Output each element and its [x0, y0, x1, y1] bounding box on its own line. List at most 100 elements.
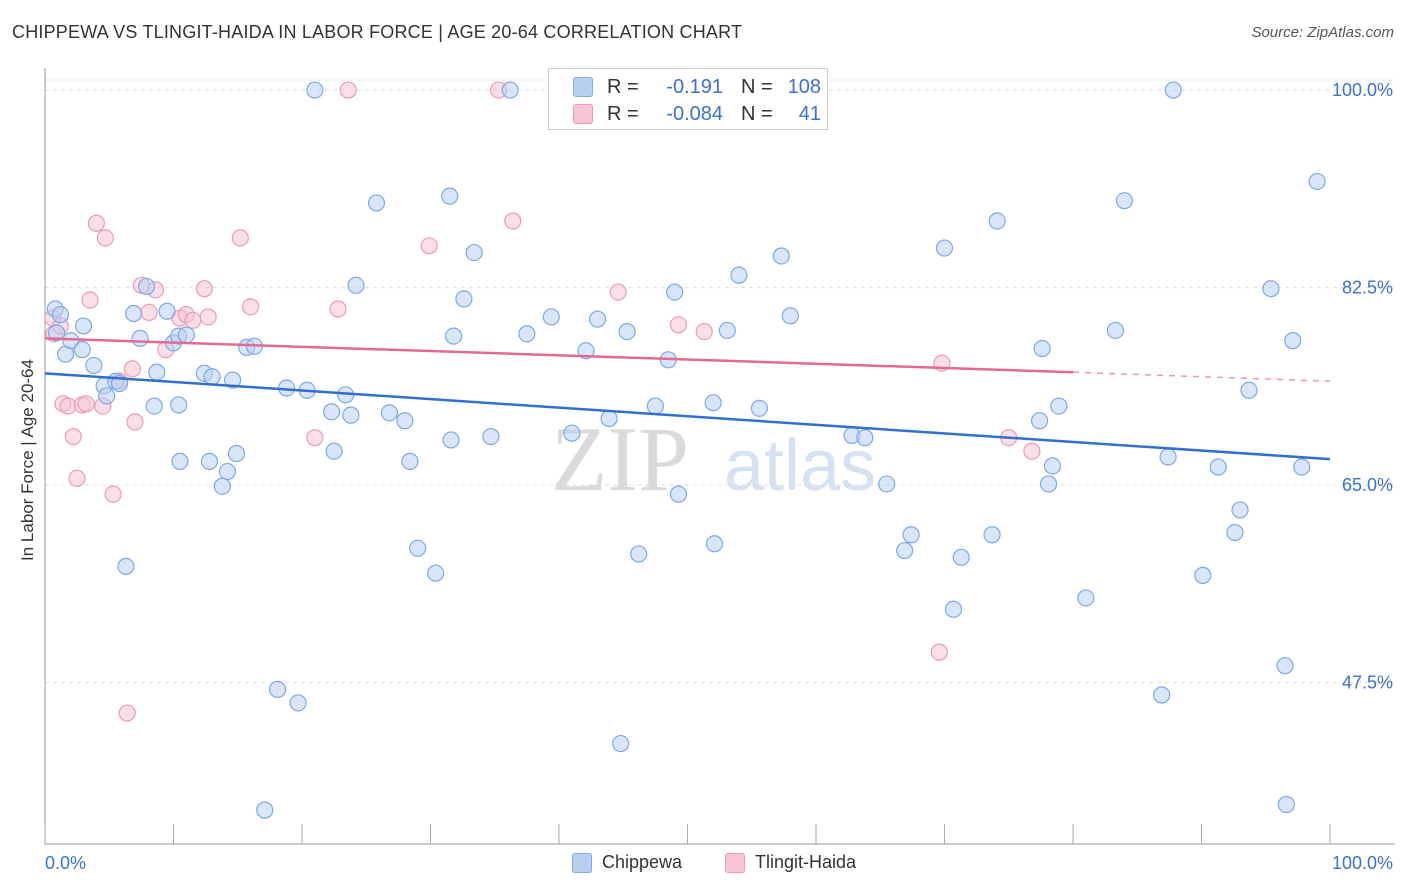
tlingit-haida-point	[329, 300, 347, 318]
chippewa-point	[74, 317, 93, 335]
chippewa-point	[200, 452, 219, 470]
chippewa-point	[952, 548, 970, 566]
chippewa-point	[878, 475, 896, 493]
chippewa-point	[47, 324, 66, 342]
tlingit-haida-legend-swatch	[725, 852, 745, 873]
chippewa-point	[85, 356, 103, 375]
stats-legend: R = -0.191 N = 108 R = -0.084 N = 41	[548, 68, 828, 130]
chippewa-point	[612, 734, 630, 753]
chippewa-point	[618, 322, 636, 341]
chippewa-point	[441, 187, 459, 205]
chippewa-point	[1153, 686, 1171, 704]
bottom-legend: Chippewa Tlingit-Haida	[0, 852, 1406, 878]
chippewa-point	[131, 329, 149, 347]
chippewa-point	[704, 394, 722, 412]
chippewa-point	[158, 302, 176, 320]
chippewa-point	[117, 557, 135, 575]
r-value: -0.191	[666, 75, 723, 98]
tlingit-haida-points	[44, 81, 1041, 722]
y-tick-label: 47.5%	[1342, 673, 1393, 693]
chart-title: CHIPPEWA VS TLINGIT-HAIDA IN LABOR FORCE…	[12, 22, 743, 42]
axes	[44, 68, 1395, 845]
chippewa-point	[1043, 457, 1062, 475]
chippewa-point	[856, 429, 874, 447]
chippewa-point	[1159, 448, 1177, 466]
chippewa-point	[935, 239, 954, 257]
chippewa-point	[256, 801, 274, 819]
tlingit-haida-point	[68, 469, 86, 487]
tlingit-haida-trend-extension	[1072, 371, 1331, 383]
chippewa-point	[401, 452, 419, 470]
chippewa-point	[1115, 192, 1134, 210]
tlingit-haida-point	[184, 311, 202, 329]
chippewa-point	[772, 247, 790, 265]
chippewa-point	[1033, 339, 1051, 358]
chippewa-point	[1039, 475, 1058, 493]
chippewa-point	[218, 462, 237, 481]
tlingit-haida-point	[195, 280, 213, 298]
chippewa-point	[380, 404, 398, 422]
tlingit-haida-point	[126, 413, 144, 431]
tlingit-haida-point	[77, 395, 95, 413]
tlingit-haida-point	[306, 429, 324, 447]
chippewa-point	[600, 409, 618, 428]
chippewa-point	[51, 306, 70, 324]
tlingit-haida-swatch	[573, 104, 593, 124]
chippewa-point	[1240, 381, 1258, 399]
chippewa-point	[306, 81, 324, 99]
chippewa-point	[289, 694, 307, 712]
chippewa-point	[325, 442, 343, 460]
chippewa-point	[213, 477, 231, 495]
chippewa-point	[1050, 397, 1068, 415]
chippewa-point	[98, 387, 116, 405]
chippewa-point	[666, 283, 684, 301]
chippewa-point	[322, 403, 341, 421]
chippewa-point	[1194, 566, 1212, 584]
chippewa-point	[125, 304, 143, 323]
chippewa-legend-swatch	[572, 852, 592, 873]
chippewa-point	[730, 266, 748, 284]
chippewa-point	[442, 431, 460, 449]
legend-row-chippewa: R = -0.191 N = 108	[573, 74, 821, 100]
chippewa-point	[455, 290, 473, 308]
chippewa-point	[781, 307, 799, 325]
y-tick-label: 65.0%	[1342, 475, 1393, 495]
tlingit-haida-point	[104, 485, 122, 503]
legend-label-tlingit-haida: Tlingit-Haida	[755, 852, 857, 872]
chippewa-point	[1164, 81, 1182, 99]
tlingit-haida-point	[96, 229, 114, 247]
tlingit-haida-point	[339, 81, 357, 99]
chippewa-trend-line	[44, 372, 1331, 461]
x-tick-label: 0.0%	[45, 853, 86, 873]
chippewa-point	[563, 424, 581, 442]
r-label: R =	[607, 75, 639, 98]
chippewa-point	[718, 321, 736, 340]
watermark-zip: ZIP	[551, 408, 689, 510]
chippewa-point	[1276, 657, 1294, 675]
tlingit-haida-trend-line	[44, 337, 1074, 374]
chippewa-point	[669, 485, 688, 503]
chippewa-point	[983, 526, 1001, 544]
gridlines	[45, 79, 1395, 684]
chippewa-point	[73, 341, 91, 359]
chippewa-point	[177, 326, 195, 344]
tlingit-haida-point	[930, 643, 948, 661]
tlingit-haida-point	[123, 360, 141, 378]
chippewa-point	[1106, 321, 1125, 340]
chippewa-point	[1209, 458, 1227, 476]
chippewa-swatch	[573, 77, 593, 97]
y-tick-label: 100.0%	[1332, 80, 1393, 100]
chippewa-point	[1077, 589, 1095, 607]
chippewa-point	[501, 81, 519, 99]
chippewa-point	[396, 412, 414, 430]
tlingit-haida-point	[420, 237, 438, 255]
tlingit-haida-point	[231, 229, 249, 247]
legend-item-chippewa: Chippewa	[572, 852, 682, 873]
tick-labels: 47.5% 65.0% 82.5% 100.0% 0.0% 100.0%	[45, 80, 1393, 873]
chippewa-point	[148, 363, 166, 381]
tlingit-haida-point	[695, 322, 713, 341]
n-label: N =	[741, 102, 773, 125]
chippewa-point	[203, 368, 221, 386]
chippewa-point	[902, 526, 920, 544]
